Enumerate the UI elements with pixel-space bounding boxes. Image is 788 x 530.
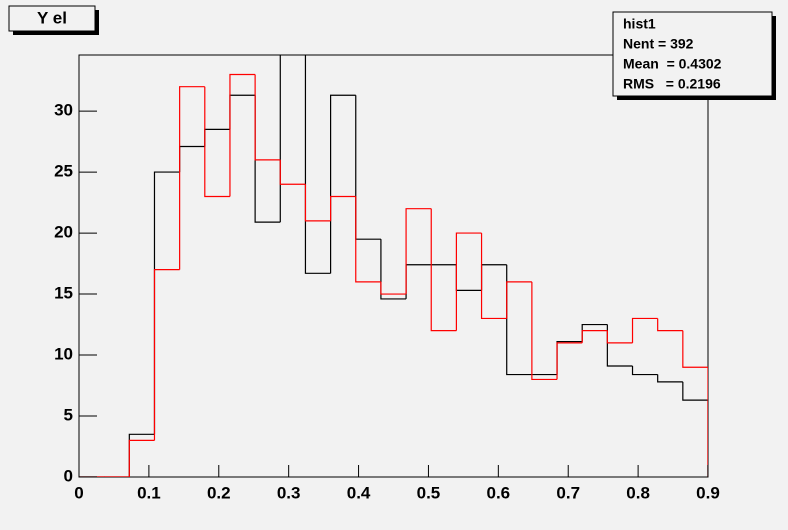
x-tick-label: 0.1 — [137, 483, 161, 502]
x-tick-label: 0.5 — [417, 483, 441, 502]
histogram-bin — [631, 317, 658, 343]
y-tick-label: 20 — [54, 223, 73, 242]
stats-entry: RMS = 0.2196 — [623, 76, 721, 92]
y-tick-label: 10 — [54, 345, 73, 364]
x-tick-label: 0.3 — [277, 483, 301, 502]
stats-entry: Nent = 392 — [623, 36, 694, 52]
x-tick-label: 0.8 — [626, 483, 650, 502]
histogram-bin — [380, 239, 407, 300]
x-tick-label: 0.4 — [347, 483, 371, 502]
histogram-bin — [657, 374, 683, 383]
histogram-bin — [657, 318, 683, 332]
chart-title: Y el — [37, 8, 67, 27]
y-tick-label: 5 — [64, 406, 73, 425]
stats-title: hist1 — [623, 16, 656, 32]
histogram-bin — [405, 208, 432, 295]
plot-area — [79, 55, 708, 477]
histogram-bin — [153, 269, 180, 441]
x-tick-label: 0.7 — [556, 483, 580, 502]
histogram-bin — [254, 74, 281, 161]
histogram-bin — [179, 86, 205, 270]
y-tick-label: 0 — [64, 466, 73, 485]
title-box — [8, 5, 96, 32]
histogram-bin — [304, 184, 331, 222]
histogram-bin — [128, 439, 155, 477]
histogram-bin — [430, 208, 457, 332]
histogram-bin — [606, 330, 633, 344]
histogram-bin — [506, 281, 532, 319]
stats-entry: Mean = 0.4302 — [623, 56, 722, 72]
histogram-bin — [380, 281, 407, 295]
histogram-bin — [279, 159, 306, 185]
x-tick-label: 0 — [74, 483, 83, 502]
histogram-bin — [531, 281, 558, 381]
x-tick-label: 0.9 — [696, 483, 720, 502]
histogram-bin — [480, 233, 507, 320]
histogram-bin — [229, 73, 256, 197]
histogram-bin — [581, 330, 608, 343]
histogram-bin — [682, 330, 708, 368]
histogram-bin — [631, 366, 658, 376]
y-tick-label: 15 — [54, 284, 73, 303]
y-tick-label: 25 — [54, 162, 73, 181]
histogram-bin — [355, 196, 381, 283]
frame — [78, 54, 709, 478]
histogram-bin — [455, 232, 482, 331]
stats-box — [612, 11, 773, 97]
x-tick-label: 0.2 — [207, 483, 231, 502]
histogram-bin — [556, 342, 583, 380]
histogram-bin — [682, 381, 708, 401]
histogram-bin — [330, 195, 356, 221]
histogram-bin — [304, 55, 331, 274]
x-tick-label: 0.6 — [487, 483, 511, 502]
y-tick-label: 30 — [54, 101, 73, 120]
histogram-bin — [204, 86, 230, 198]
